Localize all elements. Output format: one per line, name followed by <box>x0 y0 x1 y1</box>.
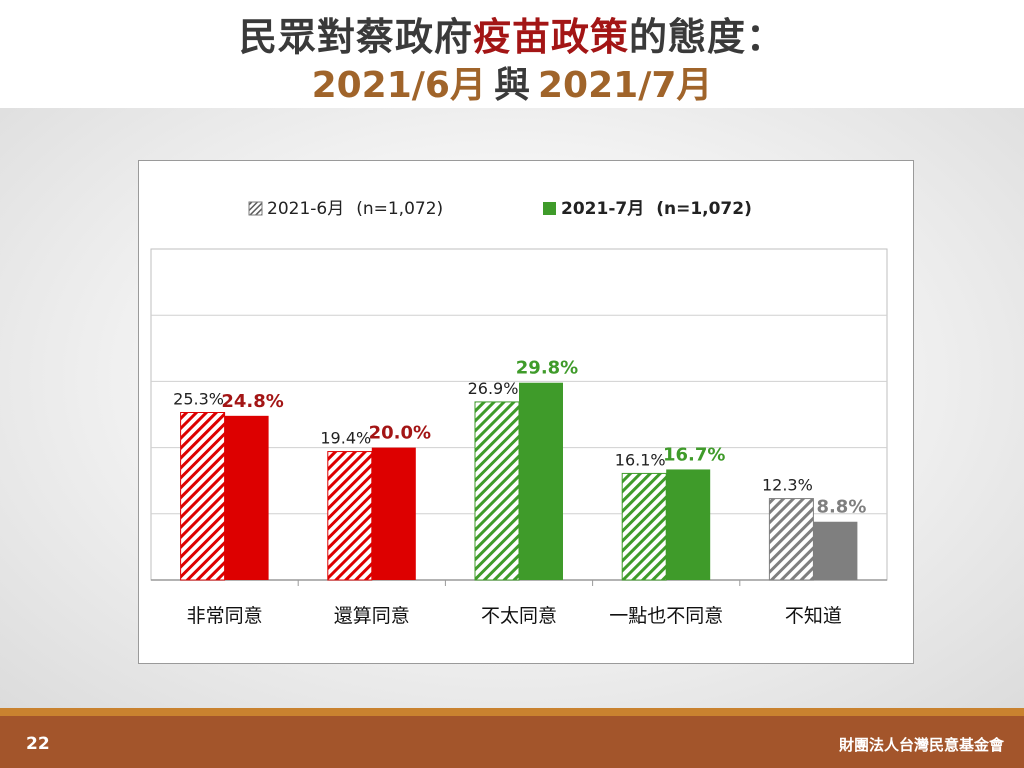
bar-2021-06 <box>474 401 520 581</box>
legend-swatch-2021-06 <box>248 201 263 216</box>
legend-swatch-2021-07 <box>543 202 556 215</box>
footer-accent-line <box>0 708 1024 716</box>
legend-n-2021-07: (n=1,072) <box>656 199 752 219</box>
value-label-2021-06: 25.3% <box>173 390 224 409</box>
legend-label-2021-07: 2021-7月 (n=1,072) <box>561 199 752 219</box>
category-label: 不知道 <box>785 605 842 627</box>
slide-title-area: 民眾對蔡政府疫苗政策的態度： 2021/6月與 2021/7月 <box>0 0 1024 108</box>
value-label-2021-06: 19.4% <box>320 429 371 448</box>
title-part2: 的態度： <box>629 15 786 59</box>
slide-subtitle: 2021/6月與 2021/7月 <box>0 56 1024 108</box>
subtitle-mid: 與 <box>493 65 530 106</box>
footer-bar <box>0 708 1024 768</box>
page-number: 22 <box>26 734 50 754</box>
value-label-2021-07: 16.7% <box>663 444 725 465</box>
bar-chart: 2021-6月 (n=1,072) 2021-7月 (n=1,072) 25.3%2… <box>150 199 888 627</box>
value-label-2021-07: 29.8% <box>516 358 578 379</box>
category-label: 一點也不同意 <box>609 605 723 627</box>
category-label: 非常同意 <box>187 605 263 627</box>
value-label-2021-06: 16.1% <box>615 450 666 469</box>
value-label-2021-07: 24.8% <box>221 391 283 412</box>
slide-title: 民眾對蔡政府疫苗政策的態度： <box>0 6 1024 61</box>
value-label-2021-06: 26.9% <box>468 379 519 398</box>
bar-2021-07 <box>666 469 711 580</box>
value-label-2021-06: 12.3% <box>762 476 813 495</box>
bar-2021-07 <box>519 382 563 580</box>
legend-date-2021-06: 2021-6月 <box>267 199 344 219</box>
bar-2021-07 <box>371 447 416 580</box>
bar-2021-07 <box>813 521 858 580</box>
subtitle-left: 2021/6月 <box>311 65 486 106</box>
chart-legend: 2021-6月 (n=1,072) 2021-7月 (n=1,072) <box>248 199 752 219</box>
bar-2021-06 <box>180 412 226 581</box>
bar-2021-07 <box>224 415 269 580</box>
value-label-2021-07: 20.0% <box>369 423 431 444</box>
legend-date-2021-07: 2021-7月 <box>561 199 644 219</box>
subtitle-right: 2021/7月 <box>538 65 713 106</box>
bar-2021-06 <box>621 472 667 581</box>
category-label: 不太同意 <box>481 605 557 627</box>
plot-area: 25.3%24.8% 非常同意 19.4%20.0% 還算同意 26.9%29.8% 不太… <box>150 248 888 627</box>
bar-2021-06 <box>327 451 373 581</box>
bar-2021-06 <box>768 498 814 581</box>
organization-name: 財團法人台灣民意基金會 <box>838 736 1004 754</box>
category-label: 還算同意 <box>334 605 410 627</box>
title-part1: 民眾對蔡政府 <box>238 15 473 59</box>
legend-label-2021-06: 2021-6月 (n=1,072) <box>267 199 443 219</box>
title-highlight: 疫苗政策 <box>472 15 629 59</box>
chart-panel: 2021-6月 (n=1,072) 2021-7月 (n=1,072) 25.3% 2… <box>138 160 914 664</box>
legend-n-2021-06: (n=1,072) <box>356 199 443 219</box>
value-label-2021-07: 8.8% <box>816 497 866 518</box>
